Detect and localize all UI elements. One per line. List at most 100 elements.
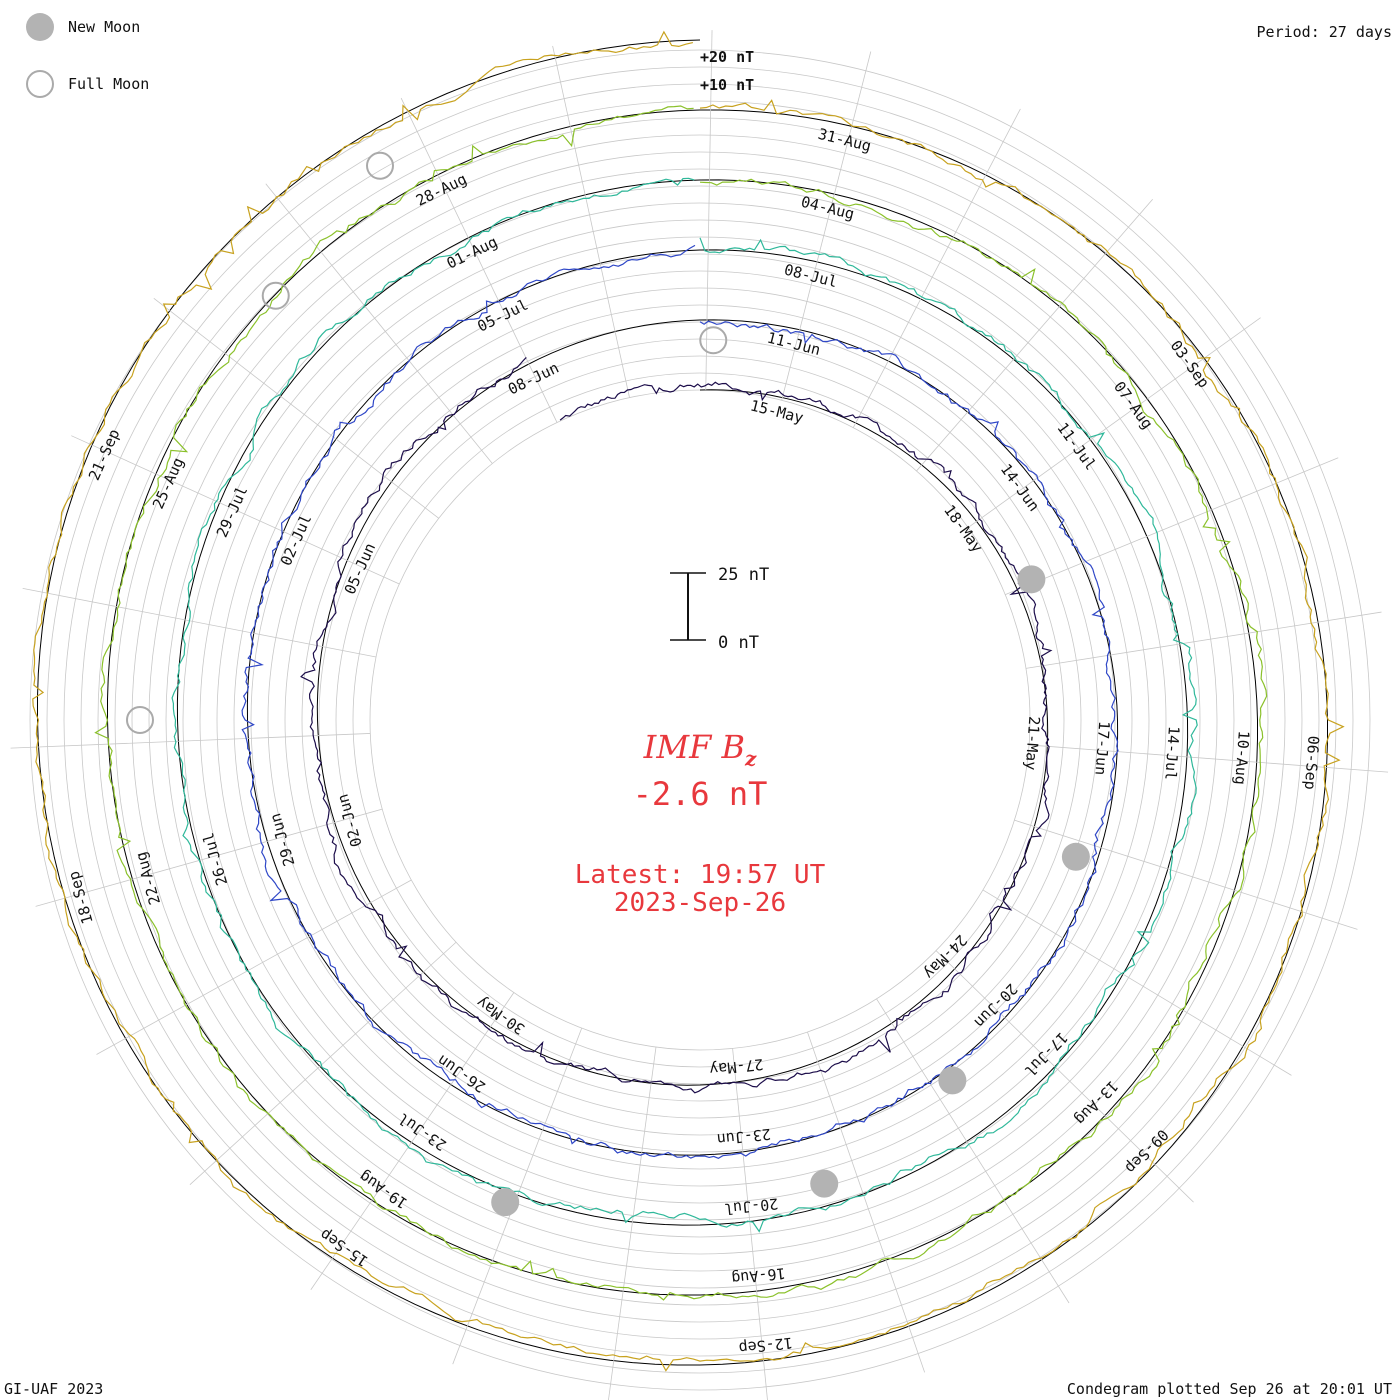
latest-time: Latest: 19:57 UT <box>574 860 826 890</box>
grid-ring <box>29 49 1371 1391</box>
new-moon-icon <box>26 13 54 41</box>
date-tick-label: 25-Aug <box>149 455 187 512</box>
date-tick-label: 28-Aug <box>413 170 470 210</box>
new-moon-marker <box>491 1188 520 1217</box>
new-moon-marker <box>938 1066 967 1095</box>
period-label: Period: 27 days <box>1256 23 1392 41</box>
ring-label-plus10: +10 nT <box>700 76 754 94</box>
day-spoke <box>935 950 1194 1203</box>
credit-label: GI-UAF 2023 <box>4 1380 104 1398</box>
chart-title: IMF Bz <box>0 728 1400 770</box>
grid-ring <box>267 287 1133 1153</box>
grid-ring <box>335 355 1065 1085</box>
grid-ring <box>301 321 1099 1119</box>
day-spoke <box>876 998 1070 1304</box>
grid-ring <box>97 117 1303 1323</box>
legend-full-moon: Full Moon <box>26 70 149 98</box>
date-tick-label: 27-May <box>708 1055 764 1079</box>
date-tick-label: 18-May <box>940 501 986 555</box>
grid-ring <box>369 389 1031 1051</box>
grid-ring <box>114 134 1286 1306</box>
bz-trace-turn-5 <box>32 30 1345 1372</box>
date-tick-label: 30-May <box>473 993 528 1038</box>
chart-spokes <box>10 30 1389 1400</box>
date-tick-label: 19-Aug <box>356 1167 411 1212</box>
day-spoke <box>916 198 1153 472</box>
date-tick-label: 12-Sep <box>738 1334 794 1358</box>
ring-label-plus20: +20 nT <box>700 48 754 66</box>
new-moon-marker <box>1017 565 1046 594</box>
date-tick-label: 10-Aug <box>1231 730 1253 785</box>
date-tick-label: 02-Jul <box>277 512 315 569</box>
date-tick-label: 23-Jul <box>395 1109 450 1154</box>
day-spoke <box>265 183 493 464</box>
day-spoke <box>732 1048 768 1400</box>
day-spoke <box>153 298 440 519</box>
grid-ring <box>284 304 1116 1136</box>
scale-bottom-label: 0 nT <box>718 633 759 653</box>
title-subscript: z <box>744 746 757 771</box>
full-moon-marker <box>261 281 290 310</box>
bz-trace-turn-4 <box>94 105 1268 1301</box>
full-moon-marker <box>699 326 728 355</box>
date-tick-label: 21-May <box>1022 716 1044 771</box>
day-spoke <box>982 889 1292 1076</box>
date-tick-label: 11-Jul <box>1053 419 1099 473</box>
scale-bar: 25 nT 0 nT <box>670 565 769 653</box>
ring-scale-labels: +20 nT +10 nT <box>700 48 754 94</box>
full-moon-marker <box>126 706 154 734</box>
grid-ring <box>131 151 1269 1289</box>
date-tick-label: 08-Jun <box>505 359 562 399</box>
grid-ring <box>216 236 1184 1204</box>
date-tick-label: 14-Jul <box>1161 725 1183 780</box>
full-moon-marker <box>366 151 394 180</box>
day-spoke <box>807 1031 926 1373</box>
grid-ring <box>199 219 1201 1221</box>
day-spoke <box>552 45 630 398</box>
day-spoke <box>189 941 457 1185</box>
grid-ring <box>318 338 1082 1102</box>
date-tick-label: 01-Aug <box>444 233 501 273</box>
day-spoke <box>71 435 400 585</box>
date-tick-label: 26-Jun <box>434 1051 489 1096</box>
grid-ring <box>63 83 1337 1357</box>
date-tick-label: 13-Aug <box>1071 1077 1122 1128</box>
legend-new-moon-label: New Moon <box>68 18 141 36</box>
plotted-timestamp: Condegram plotted Sep 26 at 20:01 UT <box>1066 1380 1392 1398</box>
legend-new-moon: New Moon <box>26 13 140 41</box>
day-spoke <box>96 879 412 1055</box>
date-tick-label: 23-Jun <box>716 1125 772 1149</box>
grid-ring <box>250 270 1150 1170</box>
date-tick-label: 24-May <box>920 931 971 982</box>
date-tick-label: 20-Jul <box>723 1194 779 1218</box>
day-spoke <box>22 587 377 658</box>
legend-full-moon-label: Full Moon <box>68 75 150 93</box>
grid-ring <box>148 168 1252 1272</box>
day-spoke <box>310 992 515 1291</box>
day-spoke <box>1029 744 1389 773</box>
latest-date: 2023-Sep-26 <box>613 888 787 918</box>
date-tick-label: 17-Jun <box>1091 721 1113 776</box>
title-main: IMF B <box>643 728 745 766</box>
bz-trace-turn-1 <box>300 356 1053 1094</box>
date-tick-label: 05-Jun <box>341 540 379 597</box>
new-moon-marker <box>810 1169 839 1198</box>
day-spoke <box>1005 457 1339 595</box>
grid-ring <box>233 253 1167 1187</box>
grid-ring <box>165 185 1235 1255</box>
current-value: -2.6 nT <box>632 775 768 813</box>
day-spoke <box>967 317 1261 528</box>
day-spoke <box>10 733 371 749</box>
full-moon-icon <box>26 70 54 98</box>
date-tick-label: 21-Sep <box>85 426 123 483</box>
date-tick-label: 14-Jun <box>997 460 1043 514</box>
bz-trace-turn-2 <box>241 244 1119 1159</box>
grid-ring <box>182 202 1218 1238</box>
day-spoke <box>781 51 872 401</box>
day-spoke <box>35 808 383 907</box>
date-tick-label: 06-Sep <box>1301 735 1323 790</box>
bz-trace-turn-3 <box>171 177 1198 1233</box>
moon-phase-markers <box>126 151 1090 1217</box>
grid-ring <box>46 66 1354 1374</box>
zero-baseline-spiral <box>37 39 1328 1366</box>
